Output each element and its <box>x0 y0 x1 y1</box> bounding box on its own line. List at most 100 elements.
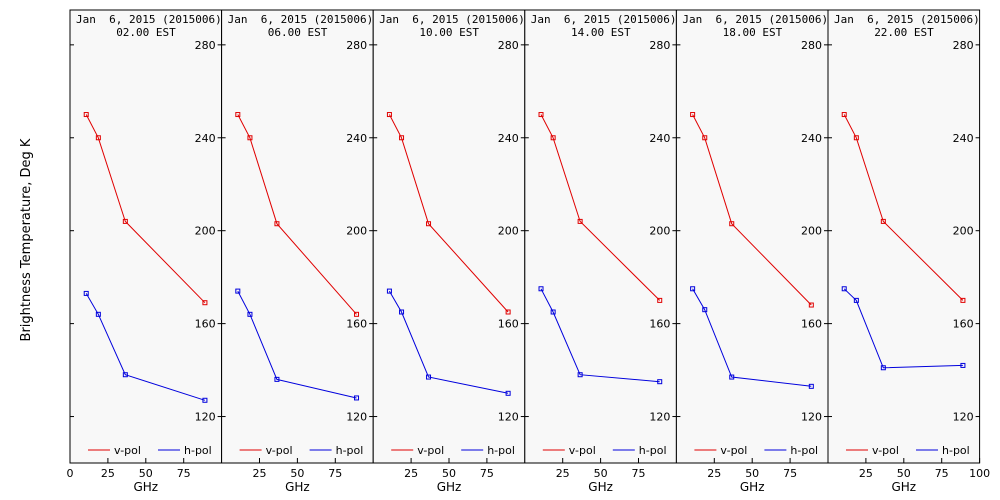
panel-2: Jan 6, 2015 (2015006)06.00 EST 120 160 200 2… <box>221 9 374 494</box>
y-tick-label: 160 <box>649 318 670 331</box>
series-line-v-pol <box>85 114 206 304</box>
data-point-v-pol <box>122 218 128 224</box>
data-point-h-pol <box>690 286 696 292</box>
y-tick-label: 200 <box>953 225 974 238</box>
legend-label-v-pol: v-pol <box>720 444 747 457</box>
y-tick-label: 240 <box>649 132 670 145</box>
panel-1: Jan 6, 2015 (2015006)02.00 EST 120 160 200 2… <box>67 9 223 494</box>
y-tick-label: 160 <box>346 318 367 331</box>
data-point-v-pol <box>841 112 847 118</box>
panel-frame <box>69 9 223 464</box>
y-tick-label: 200 <box>801 225 822 238</box>
data-point-h-pol <box>729 374 735 380</box>
series-line-v-pol <box>843 114 964 301</box>
x-tick-label: 75 <box>328 467 342 480</box>
x-tick-label: 50 <box>745 467 759 480</box>
x-axis-label: GHz <box>285 480 310 494</box>
panel-frame <box>524 9 677 464</box>
legend-label-v-pol: v-pol <box>266 444 293 457</box>
x-tick-label: 0 <box>67 467 74 480</box>
y-tick-label: 240 <box>195 132 216 145</box>
series-line-h-pol <box>692 288 812 387</box>
y-tick-label: 160 <box>801 318 822 331</box>
data-point-h-pol <box>550 309 556 315</box>
y-tick-label: 120 <box>498 411 519 424</box>
y-tick-label: 160 <box>195 318 216 331</box>
data-point-h-pol <box>538 286 544 292</box>
data-point-v-pol <box>538 112 544 118</box>
data-point-v-pol <box>505 309 511 315</box>
series-line-h-pol <box>85 293 206 401</box>
data-point-v-pol <box>657 297 663 303</box>
data-point-v-pol <box>729 221 735 227</box>
data-point-v-pol <box>354 311 360 317</box>
data-point-h-pol <box>505 390 511 396</box>
x-axis-label: GHz <box>437 480 462 494</box>
data-point-v-pol <box>808 302 814 308</box>
y-tick-label: 240 <box>498 132 519 145</box>
y-tick-label: 200 <box>498 225 519 238</box>
y-tick-label: 120 <box>649 411 670 424</box>
series-line-v-pol <box>692 114 812 306</box>
panel-time: 18.00 EST <box>723 26 783 39</box>
data-point-h-pol <box>122 372 128 378</box>
data-point-v-pol <box>274 221 280 227</box>
data-point-h-pol <box>853 297 859 303</box>
data-point-h-pol <box>386 288 392 294</box>
data-point-v-pol <box>880 218 886 224</box>
y-tick-label: 160 <box>498 318 519 331</box>
data-point-h-pol <box>247 311 253 317</box>
data-point-h-pol <box>841 286 847 292</box>
y-tick-label: 160 <box>953 318 974 331</box>
data-point-h-pol <box>274 376 280 382</box>
data-point-h-pol <box>95 311 101 317</box>
panel-time: 22.00 EST <box>874 26 934 39</box>
data-point-h-pol <box>235 288 241 294</box>
y-tick-label: 280 <box>498 39 519 52</box>
panel-frame <box>827 9 981 464</box>
data-point-v-pol <box>235 112 241 118</box>
legend-label-h-pol: h-pol <box>487 444 515 457</box>
panel-6: Jan 6, 2015 (2015006)22.00 EST 120 160 200 2… <box>827 9 990 494</box>
data-point-h-pol <box>702 307 708 313</box>
data-point-v-pol <box>83 112 89 118</box>
panel-frame <box>221 9 374 464</box>
x-tick-label: 25 <box>101 467 115 480</box>
panel-title: Jan 6, 2015 (2015006) <box>379 13 525 26</box>
legend-label-v-pol: v-pol <box>114 444 141 457</box>
data-point-h-pol <box>880 365 886 371</box>
data-point-v-pol <box>853 135 859 141</box>
x-tick-label: 75 <box>935 467 949 480</box>
data-point-v-pol <box>690 112 696 118</box>
legend-label-v-pol: v-pol <box>417 444 444 457</box>
x-tick-label: 50 <box>594 467 608 480</box>
y-tick-label: 280 <box>346 39 367 52</box>
data-point-v-pol <box>577 218 583 224</box>
panel-time: 10.00 EST <box>419 26 479 39</box>
y-tick-label: 240 <box>801 132 822 145</box>
data-point-h-pol <box>577 372 583 378</box>
series-line-h-pol <box>540 288 660 383</box>
panel-3: Jan 6, 2015 (2015006)10.00 EST 120 160 200 2… <box>372 9 526 494</box>
y-tick-label: 280 <box>195 39 216 52</box>
x-tick-label: 25 <box>707 467 721 480</box>
series-line-h-pol <box>843 288 963 369</box>
data-point-v-pol <box>550 135 556 141</box>
data-point-h-pol <box>808 383 814 389</box>
y-tick-label: 200 <box>649 225 670 238</box>
series-line-v-pol <box>540 114 661 301</box>
y-tick-label: 120 <box>801 411 822 424</box>
panel-5: Jan 6, 2015 (2015006)18.00 EST 120 160 200 2… <box>675 9 829 494</box>
series-line-v-pol <box>388 114 509 313</box>
x-tick-label: 50 <box>897 467 911 480</box>
x-tick-label: 75 <box>632 467 646 480</box>
x-tick-label: 25 <box>253 467 267 480</box>
data-point-v-pol <box>960 297 966 303</box>
panel-time: 14.00 EST <box>571 26 631 39</box>
y-tick-label: 280 <box>801 39 822 52</box>
series-line-v-pol <box>237 114 357 315</box>
x-axis-label: GHz <box>891 480 916 494</box>
data-point-v-pol <box>95 135 101 141</box>
data-point-v-pol <box>247 135 253 141</box>
panel-title: Jan 6, 2015 (2015006) <box>76 13 222 26</box>
